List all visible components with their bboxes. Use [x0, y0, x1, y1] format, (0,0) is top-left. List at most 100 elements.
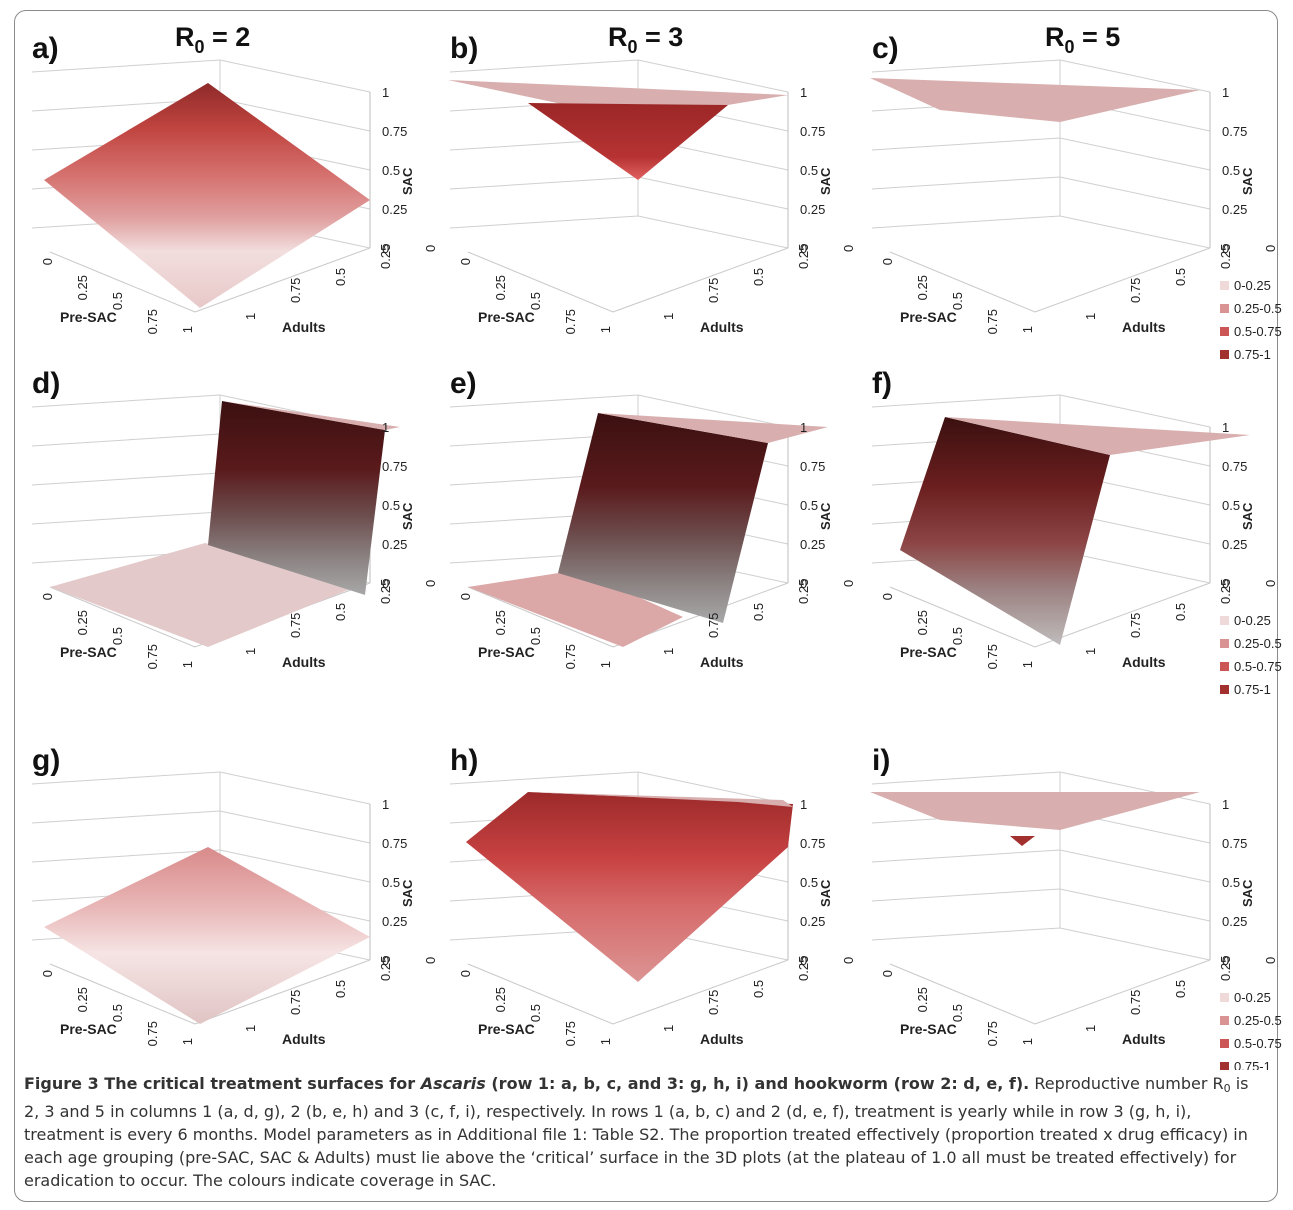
sac-tick-label: 0.75: [800, 124, 825, 139]
floor-edge: [889, 247, 1211, 313]
surface-dip: [528, 103, 728, 180]
legend-swatch: [1220, 662, 1229, 671]
adults-tick-label: 0.25: [796, 579, 811, 604]
floor-edge: [49, 959, 371, 1025]
surface-step: [900, 417, 1110, 645]
adults-tick-label: 1: [243, 313, 258, 320]
sac-tick-label: 1: [382, 85, 389, 100]
adults-tick-label: 0.25: [796, 244, 811, 269]
legend-swatch: [1220, 616, 1229, 625]
sac-tick-label: 0.75: [1222, 459, 1247, 474]
sac-tick-label: 0.5: [800, 875, 818, 890]
sac-tick-label: 0.25: [1222, 537, 1247, 552]
sac-tick-label: 1: [382, 797, 389, 812]
adults-axis-label: Adults: [1122, 1031, 1166, 1047]
presac-axis-label: Pre-SAC: [900, 644, 957, 660]
surface-floor: [468, 570, 683, 647]
presac-tick-label: 1: [598, 1038, 613, 1045]
sac-tick-label: 0.75: [1222, 124, 1247, 139]
column-header-r: R: [175, 22, 195, 52]
sac-tick-label: 0.75: [382, 124, 407, 139]
column-header: R0 = 3: [608, 22, 683, 57]
sac-tick-label: 0.75: [800, 836, 825, 851]
adults-tick-label: 0: [423, 245, 438, 252]
presac-tick-label: 0: [880, 593, 895, 600]
adults-tick-label: 0.75: [1128, 613, 1143, 638]
presac-tick-label: 0.5: [528, 627, 543, 645]
sac-tick-label: 0.75: [382, 459, 407, 474]
adults-tick-label: 1: [661, 313, 676, 320]
surface-dip: [1010, 836, 1035, 846]
adults-tick-label: 0.75: [706, 278, 721, 303]
presac-tick-label: 0.25: [915, 987, 930, 1012]
presac-tick-label: 1: [1020, 326, 1035, 333]
panel-letter: c): [872, 32, 899, 65]
sac-tick-label: 1: [1222, 420, 1229, 435]
adults-tick-label: 0.75: [706, 613, 721, 638]
column-header: R0 = 5: [1045, 22, 1120, 57]
column-header-value: = 3: [638, 22, 684, 52]
surface-plateau: [598, 413, 828, 443]
presac-tick-label: 1: [1020, 661, 1035, 668]
adults-tick-label: 0: [423, 957, 438, 964]
sac-tick-label: 0.25: [800, 202, 825, 217]
presac-tick-label: 0.75: [563, 309, 578, 334]
sac-tick-label: 0.5: [800, 498, 818, 513]
presac-tick-label: 0.25: [493, 610, 508, 635]
sac-tick-label: 0.25: [1222, 914, 1247, 929]
panel-letter: f): [872, 367, 892, 400]
presac-tick-label: 0.25: [915, 275, 930, 300]
sac-tick-label: 0: [800, 576, 807, 591]
sac-axis-label: SAC: [818, 879, 833, 907]
presac-tick-label: 0: [880, 258, 895, 265]
legend-swatch: [1220, 993, 1229, 1002]
grid-line: [871, 849, 1211, 883]
presac-tick-label: 0.75: [563, 1021, 578, 1046]
adults-tick-label: 1: [1083, 313, 1098, 320]
presac-tick-label: 1: [180, 326, 195, 333]
legend-label: 0.75-1: [1234, 682, 1271, 697]
sac-tick-label: 0: [382, 953, 389, 968]
presac-tick-label: 0.25: [493, 987, 508, 1012]
legend-swatch: [1220, 639, 1229, 648]
surface-step: [208, 401, 385, 595]
legend-swatch: [1220, 281, 1229, 290]
adults-tick-label: 1: [1083, 1025, 1098, 1032]
sac-tick-label: 0: [1222, 241, 1229, 256]
presac-tick-label: 0.5: [110, 627, 125, 645]
adults-axis-label: Adults: [282, 1031, 326, 1047]
presac-tick-label: 0: [880, 970, 895, 977]
adults-tick-label: 1: [661, 648, 676, 655]
column-header-r: R: [1045, 22, 1065, 52]
presac-axis-label: Pre-SAC: [60, 309, 117, 325]
presac-tick-label: 1: [1020, 1038, 1035, 1045]
legend-swatch: [1220, 350, 1229, 359]
figure-caption: Figure 3 The critical treatment surfaces…: [24, 1072, 1264, 1192]
grid-line: [31, 810, 371, 844]
sac-tick-label: 0: [1222, 576, 1229, 591]
sac-tick-label: 0: [382, 576, 389, 591]
sac-tick-label: 0.25: [800, 914, 825, 929]
sac-tick-label: 0.25: [382, 914, 407, 929]
sac-axis-label: SAC: [818, 167, 833, 195]
sac-tick-label: 0.5: [1222, 498, 1240, 513]
adults-tick-label: 0: [1263, 580, 1278, 587]
column-header-r: R: [608, 22, 628, 52]
presac-tick-label: 1: [598, 326, 613, 333]
adults-tick-label: 0.25: [378, 579, 393, 604]
sac-tick-label: 0.75: [382, 836, 407, 851]
adults-tick-label: 0.25: [378, 956, 393, 981]
grid-line: [871, 888, 1211, 922]
presac-tick-label: 0.5: [110, 1004, 125, 1022]
surface: [466, 792, 793, 982]
floor-edge: [467, 582, 789, 648]
legend-label: 0-0.25: [1234, 278, 1271, 293]
adults-tick-label: 0.5: [333, 268, 348, 286]
sac-tick-label: 0.5: [382, 163, 400, 178]
caption-ascaris: Ascaris: [420, 1074, 486, 1093]
adults-tick-label: 0.75: [1128, 990, 1143, 1015]
adults-tick-label: 0.25: [378, 244, 393, 269]
adults-tick-label: 1: [661, 1025, 676, 1032]
